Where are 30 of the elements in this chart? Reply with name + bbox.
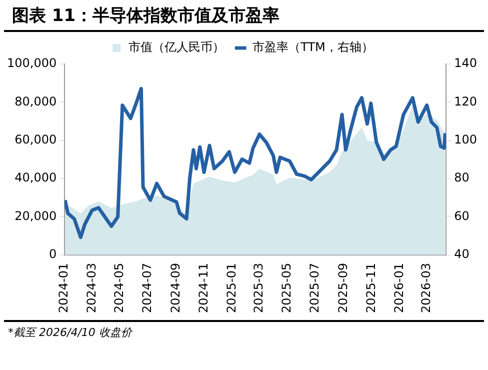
- y2-tick-label: 60: [454, 208, 470, 223]
- chart-title: 图表 11：半导体指数市值及市盈率: [4, 0, 484, 32]
- y-tick-label: 80,000: [14, 94, 57, 108]
- x-tick-label: 2026-03: [418, 262, 433, 313]
- y2-tick-label: 100: [454, 132, 477, 146]
- x-tick-label: 2025-03: [252, 262, 266, 313]
- x-tick-label: 2025-09: [336, 262, 350, 313]
- x-tick-label: 2026-01: [392, 262, 406, 313]
- x-tick-label: 2024-09: [168, 262, 183, 313]
- text: *截至 2026/4/10 收盘价: [4, 320, 484, 343]
- x-tick-label: 2024-03: [84, 262, 98, 313]
- x-tick-label: 2025-07: [308, 262, 322, 313]
- legend-label: 市盈率（TTM，右轴）: [252, 40, 374, 54]
- y-tick-label: 60,000: [14, 132, 57, 146]
- x-tick-label: 2025-01: [224, 262, 239, 313]
- x-tick-label: 2025-05: [280, 262, 294, 313]
- y2-tick-label: 140: [454, 56, 477, 70]
- y2-tick-label: 120: [454, 94, 477, 108]
- y2-tick-label: 80: [454, 170, 470, 185]
- legend-label: 市值（亿人民币）: [128, 40, 225, 54]
- x-tick-label: 2025-11: [364, 262, 378, 313]
- y-tick-label: 20,000: [14, 208, 57, 223]
- x-tick-label: 2024-01: [56, 262, 71, 313]
- x-tick-label: 2024-07: [140, 262, 154, 313]
- x-tick-label: 2024-05: [112, 262, 126, 313]
- y2-tick-label: 40: [454, 246, 470, 261]
- x-tick-label: 2024-11: [196, 262, 211, 313]
- y-tick-label: 40,000: [14, 170, 57, 185]
- y-tick-label: 0: [48, 246, 57, 261]
- y-tick-label: 100,000: [7, 56, 57, 70]
